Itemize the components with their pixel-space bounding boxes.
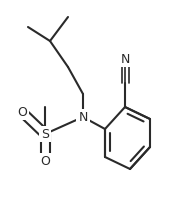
Text: N: N (120, 53, 130, 66)
Text: O: O (17, 106, 27, 119)
Text: N: N (78, 111, 88, 124)
Text: O: O (40, 155, 50, 168)
Text: S: S (41, 128, 49, 141)
